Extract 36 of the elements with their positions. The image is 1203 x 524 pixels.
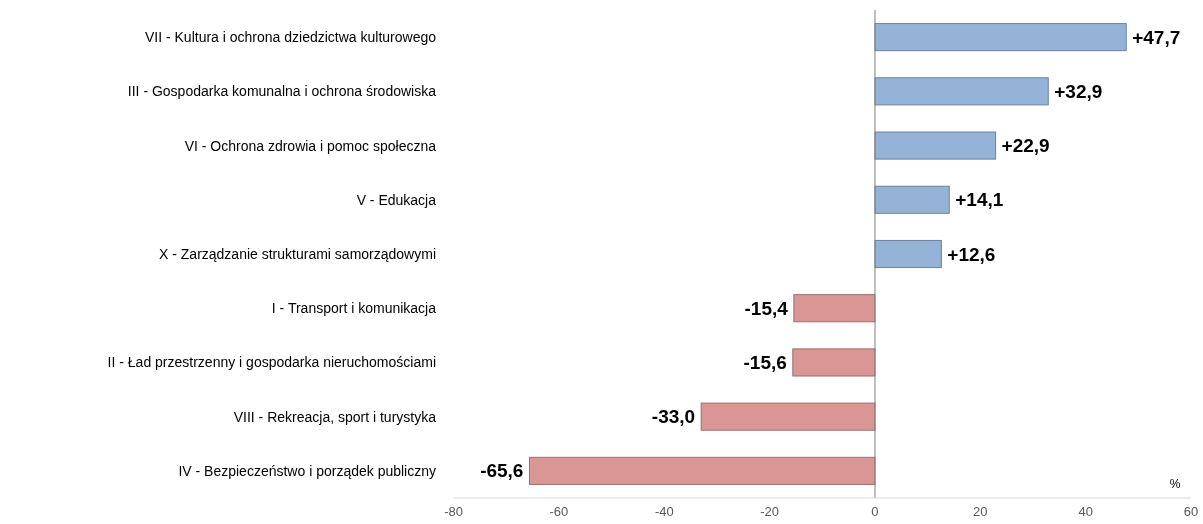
bar — [874, 131, 997, 160]
y-tick-label: I - Transport i komunikacja — [271, 300, 437, 317]
y-tick-label: X - Zarządzanie strukturami samorządowymi — [159, 246, 436, 262]
bar — [793, 294, 876, 323]
data-label: +47,7 — [1132, 26, 1181, 48]
data-label: +12,6 — [947, 243, 996, 265]
y-tick-label: V - Edukacja — [356, 191, 437, 208]
data-label: -15,4 — [744, 297, 789, 319]
y-tick-label: III - Gospodarka komunalna i ochrona środowiska — [127, 83, 437, 100]
data-label: +32,9 — [1054, 80, 1103, 102]
y-tick-label: II - Ład przestrzenny i gospodarka nieruchomościami — [107, 354, 436, 371]
x-tick-label: -40 — [654, 504, 674, 519]
x-tick-label: -60 — [549, 504, 569, 519]
x-tick-label: 40 — [1078, 504, 1093, 519]
bar — [874, 77, 1049, 106]
x-tick-label: -20 — [760, 504, 780, 519]
data-label: +22,9 — [1001, 135, 1050, 157]
y-tick-label: VII - Kultura i ochrona dziedzictwa kulturowego — [144, 29, 437, 46]
data-label: +14,1 — [955, 189, 1004, 211]
bar — [700, 402, 876, 431]
bar — [874, 23, 1127, 52]
bar — [792, 348, 876, 377]
data-label: -15,6 — [743, 351, 787, 373]
y-tick-label: VI - Ochrona zdrowia i pomoc społeczna — [184, 137, 437, 154]
bar — [528, 456, 876, 485]
x-tick-label: 60 — [1183, 504, 1199, 519]
y-tick-label: VIII - Rekreacja, sport i turystyka — [233, 408, 437, 425]
x-tick-label: -80 — [444, 504, 463, 519]
data-label: -33,0 — [651, 406, 696, 428]
x-tick-label: 20 — [973, 504, 988, 519]
data-label: -65,6 — [480, 460, 524, 482]
x-tick-label: 0 — [871, 504, 879, 519]
bar — [874, 239, 942, 269]
bar — [874, 185, 950, 214]
y-tick-label: IV - Bezpieczeństwo i porządek publiczny — [178, 462, 436, 479]
x-axis-title: % — [1169, 477, 1181, 491]
